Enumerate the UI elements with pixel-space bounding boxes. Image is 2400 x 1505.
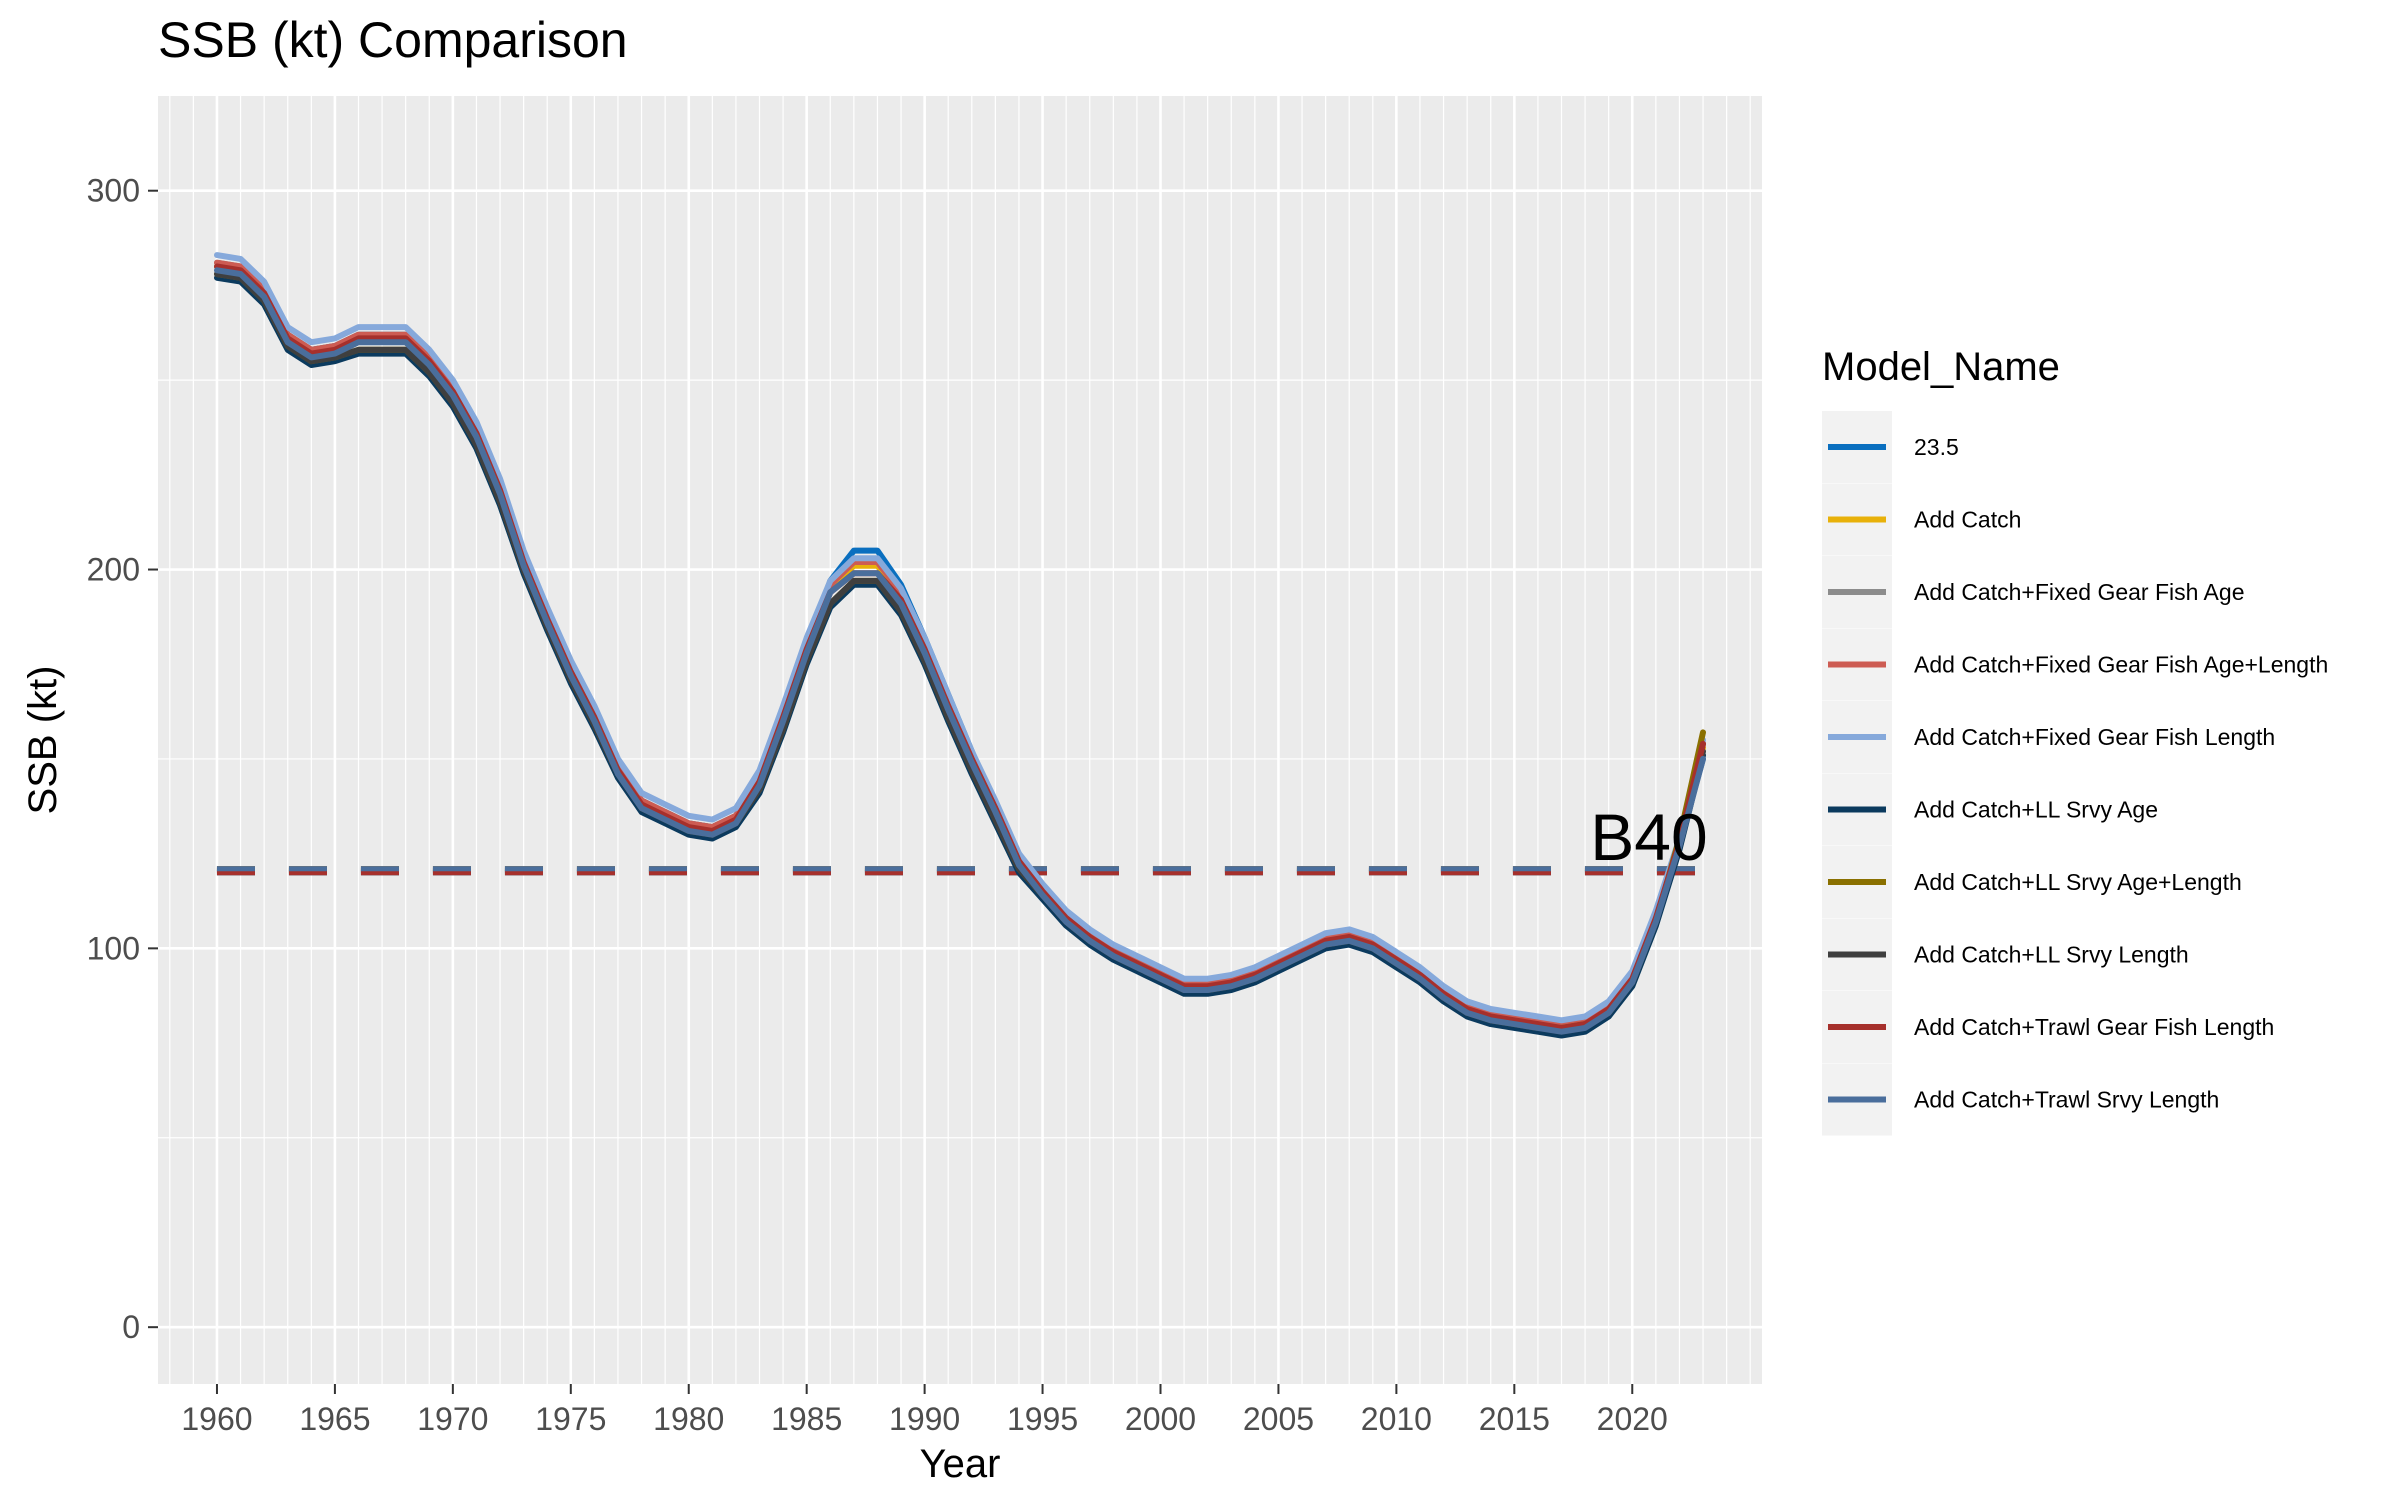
legend-label: Add Catch+LL Srvy Age+Length <box>1914 869 2242 895</box>
x-tick-label: 1965 <box>299 1401 370 1437</box>
legend-label: Add Catch+LL Srvy Age <box>1914 797 2158 823</box>
b40-annotation: B40 <box>1590 800 1707 874</box>
minor-gridlines <box>158 96 1762 1384</box>
x-tick-label: 1990 <box>889 1401 960 1437</box>
y-tick-label: 200 <box>87 552 140 588</box>
legend: Model_Name 23.5 Add Catch Add Catch+Fixed … <box>1822 345 2328 1136</box>
legend-label: Add Catch+Trawl Gear Fish Length <box>1914 1014 2274 1040</box>
x-tick-label: 1985 <box>771 1401 842 1437</box>
series-line <box>214 267 1706 1035</box>
x-tick-label: 2005 <box>1243 1401 1314 1437</box>
x-tick-label: 1980 <box>653 1401 724 1437</box>
major-gridlines <box>158 96 1762 1384</box>
legend-label: Add Catch+Fixed Gear Fish Age <box>1914 579 2244 605</box>
x-axis-title: Year <box>920 1442 1001 1486</box>
y-tick-label: 300 <box>87 173 140 209</box>
legend-label: Add Catch+Fixed Gear Fish Age+Length <box>1914 652 2328 678</box>
x-tick-label: 1995 <box>1007 1401 1078 1437</box>
legend-label: Add Catch+Trawl Srvy Length <box>1914 1087 2219 1113</box>
legend-label: Add Catch <box>1914 507 2021 533</box>
x-tick-label: 1960 <box>181 1401 252 1437</box>
x-tick-label: 1975 <box>535 1401 606 1437</box>
legend-label: Add Catch+Fixed Gear Fish Length <box>1914 724 2275 750</box>
x-tick-label: 2015 <box>1479 1401 1550 1437</box>
x-tick-label: 1970 <box>417 1401 488 1437</box>
x-tick-label: 2020 <box>1597 1401 1668 1437</box>
series-line <box>214 252 1706 1024</box>
y-axis-title: SSB (kt) <box>21 666 65 815</box>
series-lines <box>214 252 1706 1039</box>
x-tick-label: 2000 <box>1125 1401 1196 1437</box>
axes: 1960 1965 1970 1975 1980 1985 1990 1995 2000 2005… <box>87 173 1668 1437</box>
y-tick-label: 0 <box>122 1309 140 1345</box>
legend-label: Add Catch+LL Srvy Length <box>1914 942 2189 968</box>
legend-label: 23.5 <box>1914 434 1959 460</box>
y-tick-label: 100 <box>87 930 140 966</box>
chart-title: SSB (kt) Comparison <box>158 12 628 68</box>
legend-title: Model_Name <box>1822 345 2060 389</box>
b40-reference-lines <box>216 866 1704 876</box>
x-tick-label: 2010 <box>1361 1401 1432 1437</box>
legend-items: 23.5 Add Catch Add Catch+Fixed Gear Fish A… <box>1822 411 2328 1136</box>
